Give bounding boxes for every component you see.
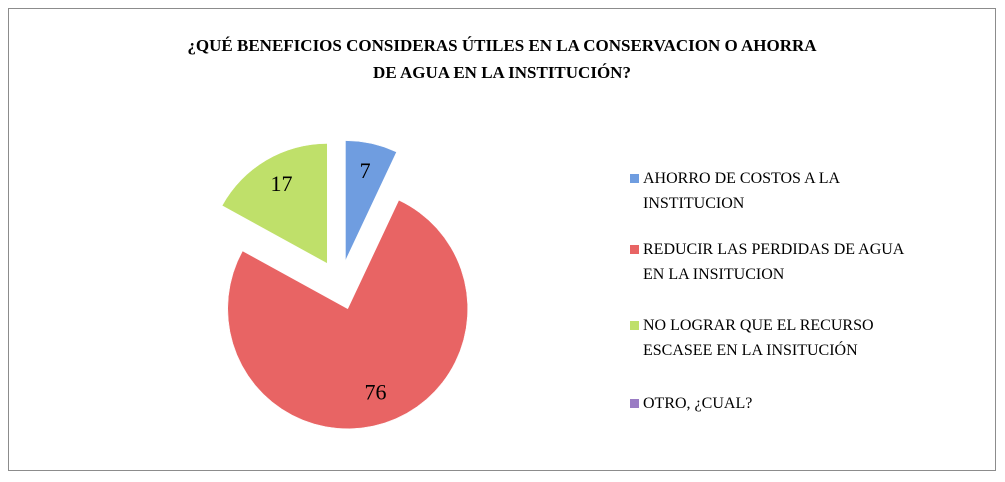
- legend-swatch: [630, 399, 639, 408]
- data-label: 7: [360, 158, 371, 183]
- legend-swatch: [630, 245, 639, 254]
- pie-slice: [227, 199, 468, 429]
- data-label: 76: [365, 379, 387, 404]
- legend-label: OTRO, ¿CUAL?: [643, 395, 753, 412]
- chart-title: ¿QUÉ BENEFICIOS CONSIDERAS ÚTILES EN LA …: [187, 36, 817, 82]
- legend-label: NO LOGRAR QUE EL RECURSO ESCASEE EN LA I…: [643, 317, 874, 359]
- pie-slice: [221, 143, 328, 264]
- legend-swatch: [630, 321, 639, 330]
- chart-frame: [8, 8, 996, 471]
- pie-slice: [345, 140, 397, 261]
- data-label: 17: [270, 171, 292, 196]
- legend-label: AHORRO DE COSTOS A LA INSTITUCION: [643, 170, 840, 212]
- legend-swatch: [630, 174, 639, 183]
- legend-label: REDUCIR LAS PERDIDAS DE AGUA EN LA INSIT…: [643, 241, 904, 283]
